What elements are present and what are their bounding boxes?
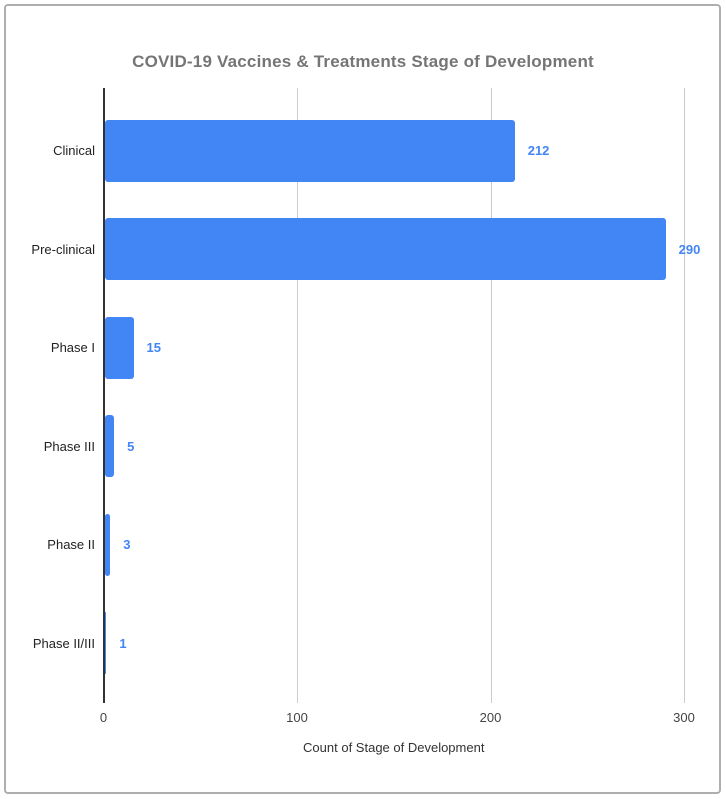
- x-axis-tick-label: 100: [286, 710, 308, 725]
- bar-phase-i[interactable]: [104, 316, 134, 379]
- bar-value-label: 5: [127, 438, 135, 454]
- gridline-200: [490, 88, 492, 703]
- bar-phase-ii-iii[interactable]: [104, 612, 107, 674]
- category-label: Pre-clinical: [31, 241, 95, 257]
- bar-value-label: 212: [527, 143, 550, 158]
- bar-phase-ii[interactable]: [104, 513, 111, 576]
- chart-title: COVID-19 Vaccines & Treatments Stage of …: [132, 52, 594, 72]
- bar-value-label: 1: [119, 635, 127, 651]
- bar-phase-iii[interactable]: [104, 415, 115, 477]
- bar-value-label: 3: [123, 537, 131, 552]
- x-axis-title: Count of Stage of Development: [303, 740, 485, 755]
- category-label: Phase III: [43, 438, 95, 454]
- category-label: Phase II/III: [32, 635, 95, 651]
- bar-value-label: 15: [146, 340, 161, 355]
- bar-value-label: 290: [678, 241, 701, 257]
- x-axis-baseline: [102, 88, 105, 703]
- category-label: Phase II: [47, 537, 95, 552]
- x-axis-tick-label: 300: [673, 710, 695, 725]
- gridline-100: [297, 88, 298, 703]
- x-axis-tick-label: 200: [479, 710, 502, 725]
- category-label: Clinical: [53, 143, 95, 158]
- gridline-300: [684, 88, 685, 703]
- bar-clinical[interactable]: [104, 119, 515, 182]
- category-label: Phase I: [50, 340, 95, 355]
- x-axis-tick-label: 0: [99, 710, 108, 725]
- bar-pre-clinical[interactable]: [104, 218, 666, 280]
